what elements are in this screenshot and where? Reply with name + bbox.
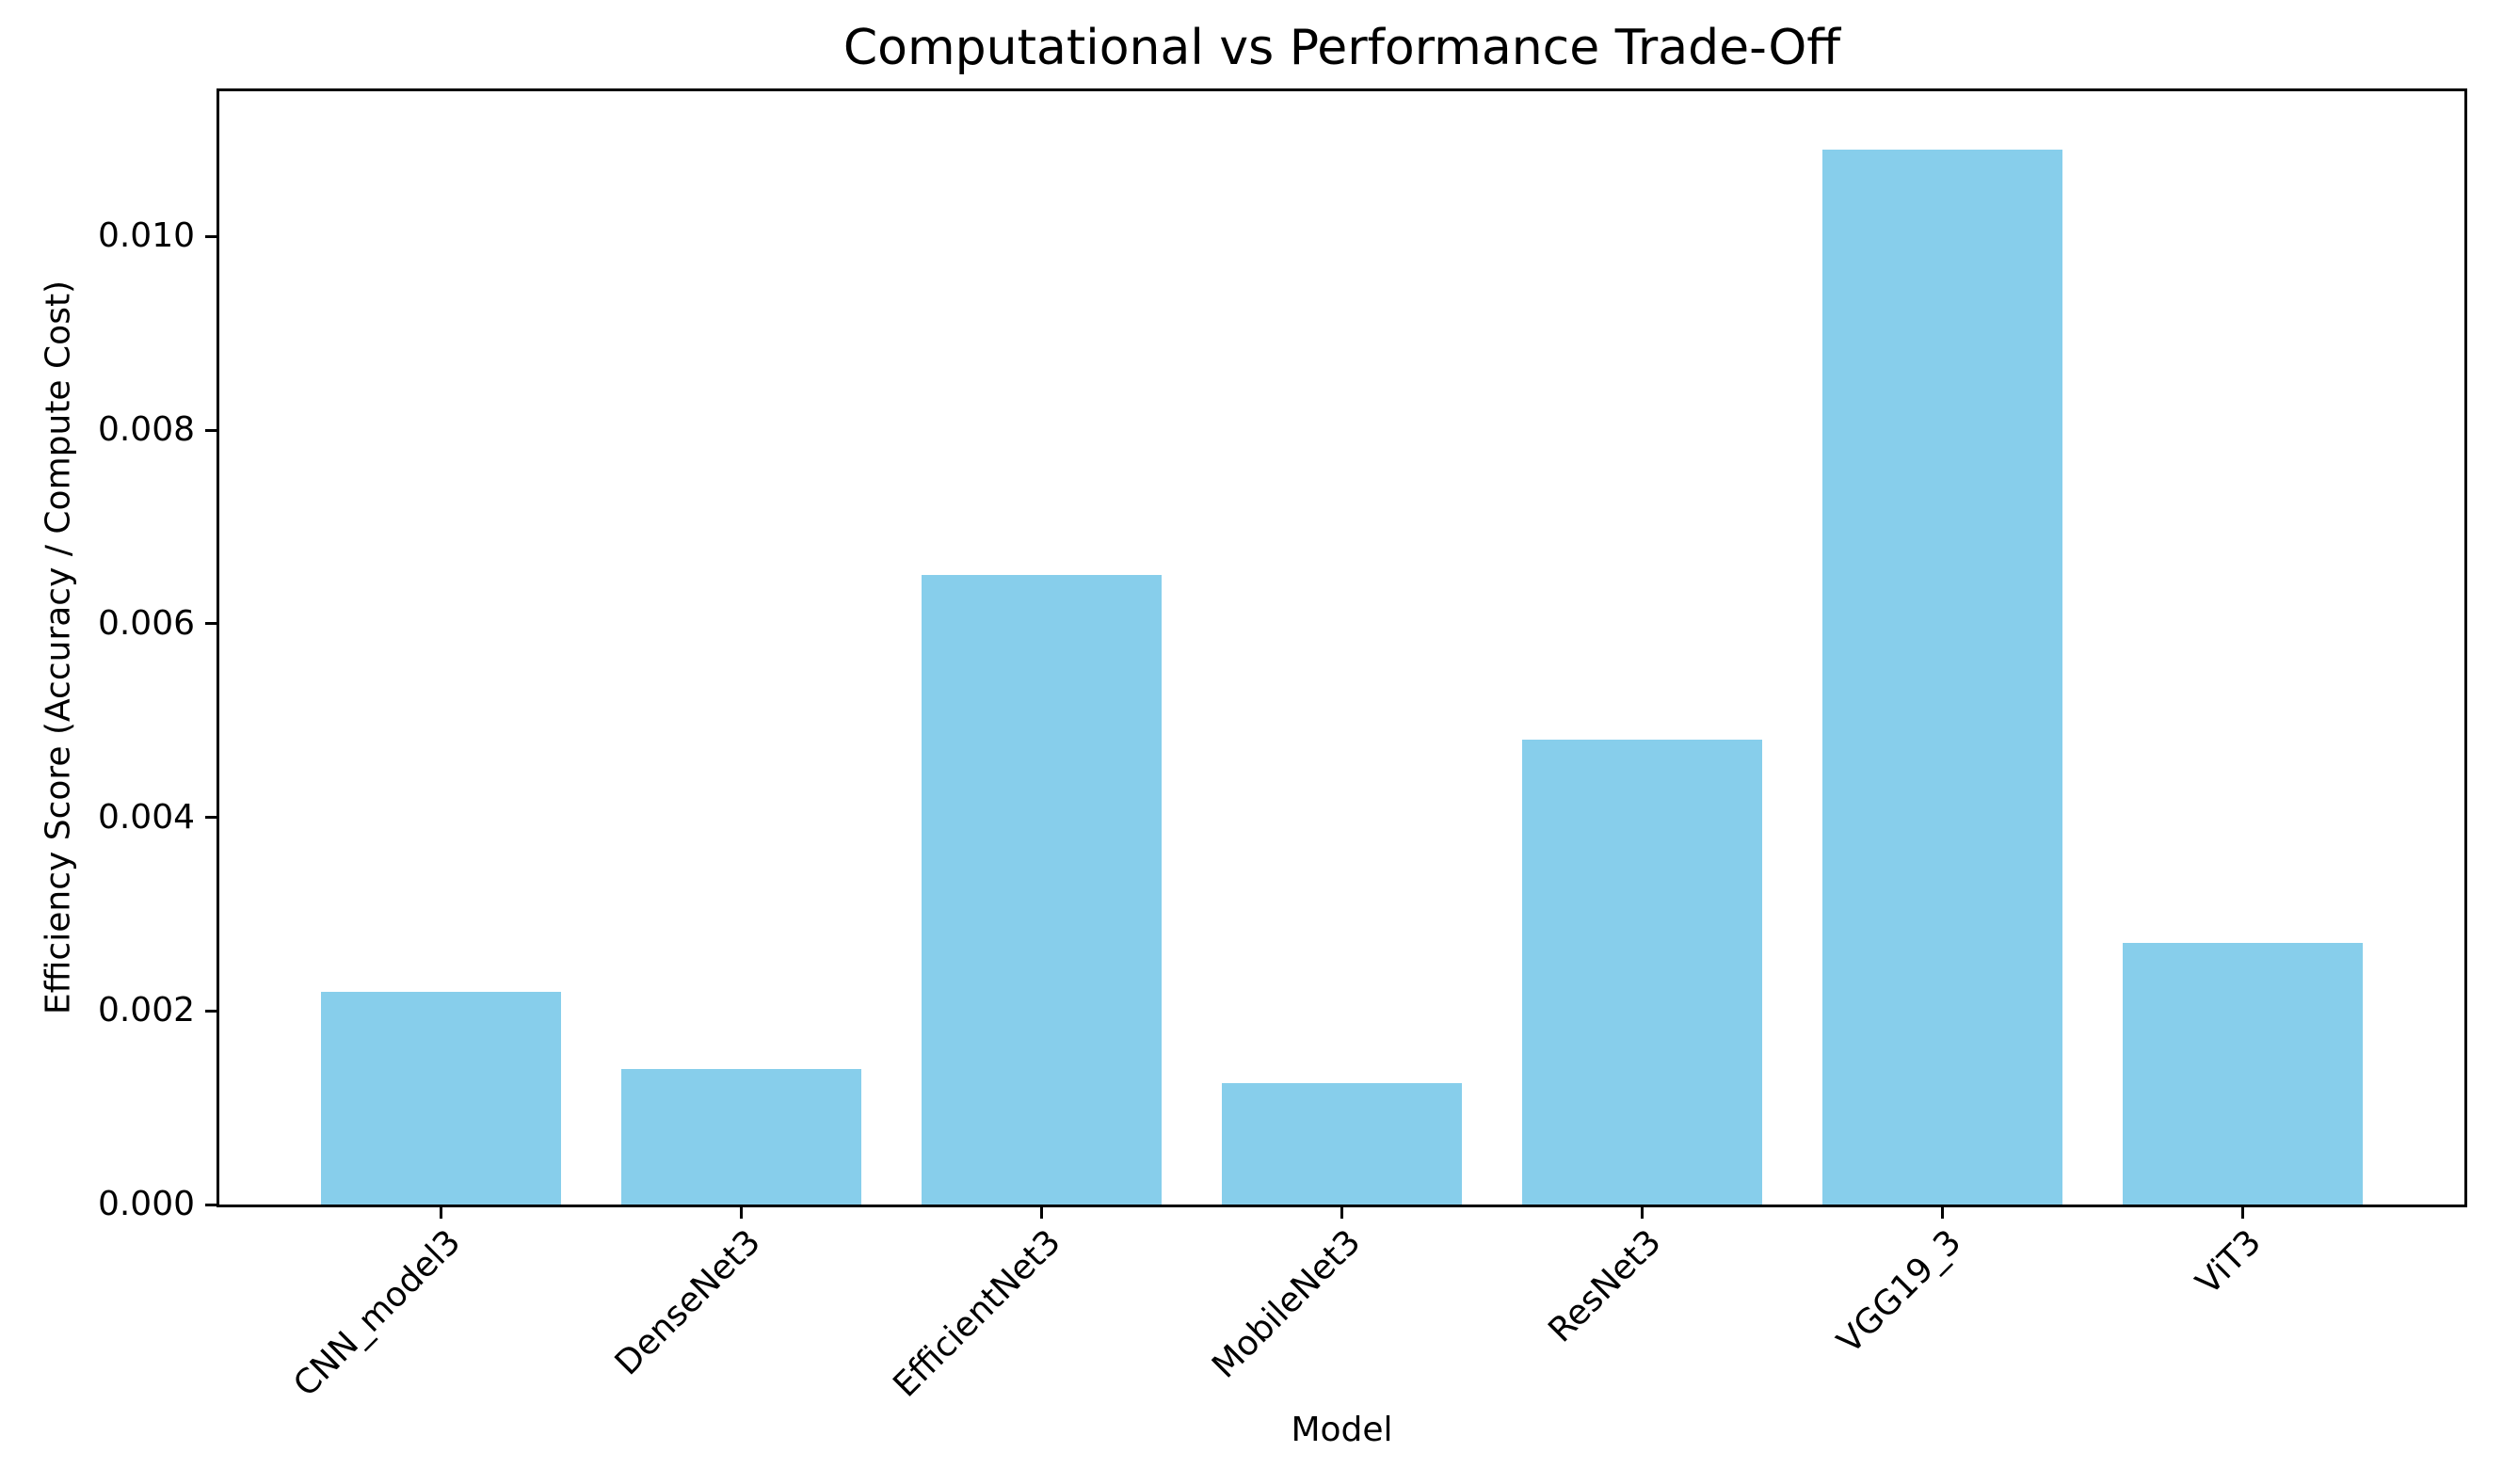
bar-ResNet3 [1521,740,1762,1205]
x-tick-mark-CNN_model3 [440,1207,443,1219]
x-tick-mark-EfficientNet3 [1040,1207,1044,1219]
plot-area: 0.000 0.002 0.004 0.006 0.008 0.010 CNN_model3… [98,88,2467,1405]
y-tick-label-0.004: 0.004 [97,797,195,837]
x-tick-label-VGG19_3: VGG19_3 [1830,1222,1969,1362]
x-tick-mark-DenseNet3 [740,1207,744,1219]
y-tick-mark-0.008 [205,428,217,432]
y-tick-mark-0.004 [205,816,217,820]
y-axis-label: Efficiency Score (Accuracy / Compute Cos… [39,279,78,1015]
bar-DenseNet3 [621,1068,862,1205]
bar-CNN_model3 [321,991,562,1205]
y-tick-label-0.000: 0.000 [97,1185,195,1223]
bar-EfficientNet3 [922,575,1163,1205]
x-tick-label-ResNet3: ResNet3 [1541,1222,1669,1350]
y-tick-label-0.002: 0.002 [97,991,195,1030]
x-tick-mark-VGG19_3 [1940,1207,1944,1219]
chart-title: Computational vs Performance Trade-Off [842,20,1841,76]
x-tick-label-CNN_model3: CNN_model3 [286,1222,469,1405]
x-tick-label-ViT3: ViT3 [2189,1222,2270,1302]
y-tick-label-0.006: 0.006 [97,603,195,643]
x-tick-label-EfficientNet3: EfficientNet3 [886,1222,1068,1405]
x-tick-mark-MobileNet3 [1340,1207,1343,1219]
bar-ViT3 [2122,943,2363,1205]
y-tick-mark-0.010 [205,234,217,238]
y-tick-mark-0.006 [205,622,217,626]
bar-MobileNet3 [1221,1083,1463,1205]
y-tick-label-0.010: 0.010 [97,216,195,256]
y-tick-mark-0.002 [205,1009,217,1013]
y-tick-label-0.008: 0.008 [97,410,195,450]
x-tick-mark-ViT3 [2240,1207,2244,1219]
x-tick-label-DenseNet3: DenseNet3 [607,1222,769,1383]
bar-VGG19_3 [1821,149,2062,1205]
x-axis-label: Model [1291,1411,1393,1449]
y-tick-mark-0.000 [205,1203,217,1206]
x-tick-label-MobileNet3: MobileNet3 [1205,1222,1369,1386]
x-tick-mark-ResNet3 [1640,1207,1644,1219]
